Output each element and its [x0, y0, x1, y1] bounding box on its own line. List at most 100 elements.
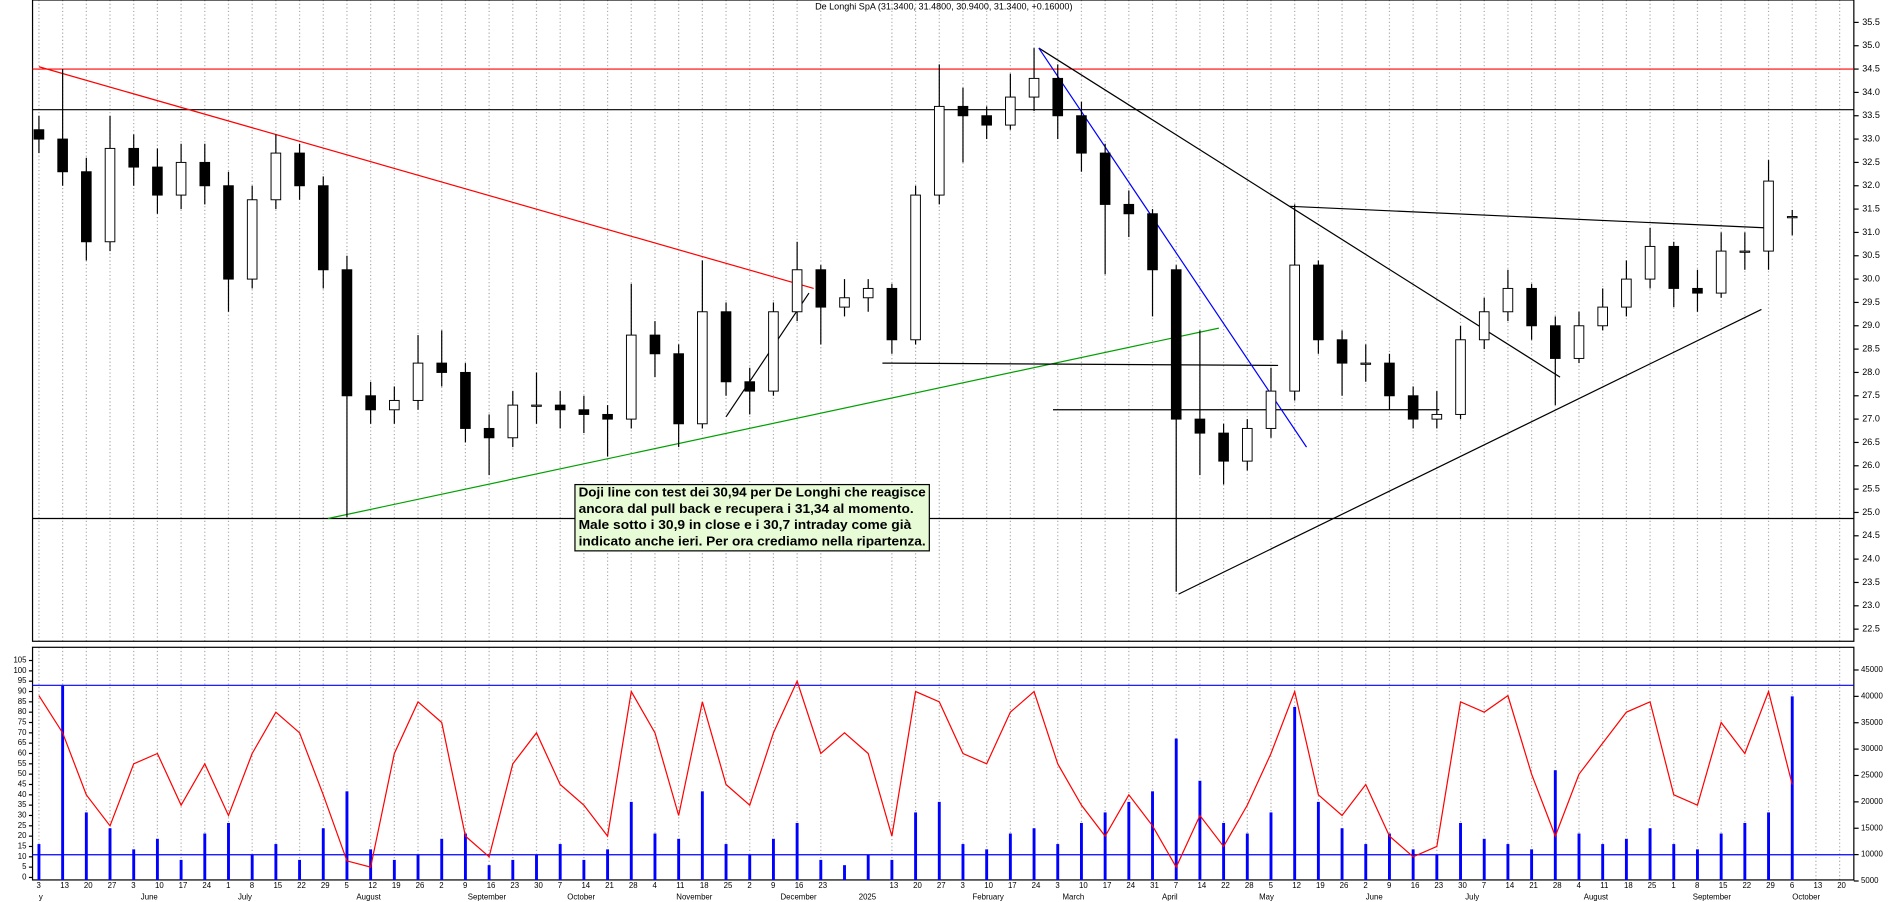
volume-bar — [606, 849, 610, 880]
volume-bar — [748, 854, 752, 880]
y-tick-label: 27.5 — [1862, 390, 1880, 400]
volume-bar — [1079, 822, 1083, 880]
x-month-label: y — [39, 892, 43, 901]
x-tick-label: 27 — [108, 881, 117, 890]
candle-body — [81, 171, 92, 243]
volume-bar — [203, 833, 207, 880]
volume-bar — [84, 812, 88, 880]
x-tick-label: 2 — [747, 881, 751, 890]
volume-bar — [250, 854, 254, 880]
y-tick-label: 70 — [18, 728, 27, 737]
x-tick-label: 25 — [1648, 881, 1657, 890]
x-tick-label: 22 — [297, 881, 306, 890]
candle-body — [1550, 325, 1561, 359]
annotation-line: Male sotto i 30,9 in close e i 30,7 intr… — [579, 517, 912, 532]
y-tick-label: 28.5 — [1862, 343, 1880, 353]
x-month-label: September — [468, 892, 507, 901]
candle-body — [1147, 213, 1158, 271]
annotation-line: indicato anche ieri. Per ora crediamo ne… — [579, 533, 926, 548]
volume-bar — [914, 812, 918, 880]
volume-bar — [1174, 738, 1178, 880]
candle-body — [1621, 278, 1632, 308]
volume-bar — [345, 791, 349, 880]
candle-body — [1099, 152, 1111, 205]
x-tick-label: 13 — [889, 881, 898, 890]
volume-bar — [440, 838, 444, 880]
y-tick-label: 100 — [13, 666, 27, 675]
volume-bar — [985, 849, 989, 880]
x-tick-label: 24 — [1126, 881, 1135, 890]
x-tick-label: 3 — [961, 881, 966, 890]
x-tick-label: 1 — [1671, 881, 1675, 890]
x-month-label: June — [141, 892, 158, 901]
candle-body — [1526, 287, 1537, 327]
x-tick-label: 20 — [84, 881, 93, 890]
volume-bar — [890, 859, 894, 880]
candle-body — [791, 269, 803, 313]
x-tick-label: 28 — [629, 881, 638, 890]
candle-body — [862, 287, 874, 299]
candle-body — [104, 147, 116, 243]
x-tick-label: 2 — [1363, 881, 1367, 890]
candle-body — [436, 362, 448, 373]
x-tick-label: 26 — [1340, 881, 1349, 890]
volume-bar — [1553, 770, 1557, 880]
volume-bar — [1032, 828, 1036, 880]
candle-body — [1763, 180, 1774, 252]
volume-bar — [1293, 706, 1297, 880]
trend-line — [1178, 308, 1762, 595]
y-tick-label: 30.5 — [1862, 250, 1880, 260]
x-month-label: August — [356, 892, 381, 901]
oscillator-line — [38, 679, 1793, 869]
x-tick-label: 20 — [913, 881, 922, 890]
x-tick-label: 24 — [202, 881, 211, 890]
candle-body — [1478, 311, 1490, 341]
candle-body — [910, 194, 921, 341]
x-tick-label: 16 — [795, 881, 804, 890]
x-month-label: February — [972, 892, 1003, 901]
x-tick-label: 13 — [1814, 881, 1823, 890]
x-tick-label: 18 — [1624, 881, 1633, 890]
y-tick-label: 33.0 — [1862, 133, 1880, 143]
price-panel-frame — [31, 0, 1855, 642]
y-tick-label: 35.0 — [1862, 40, 1880, 50]
x-tick-label: 19 — [1316, 881, 1325, 890]
y-tick-label: 27.0 — [1862, 414, 1880, 424]
y-tick-label: 85 — [18, 697, 27, 706]
y-tick-label: 31.0 — [1862, 227, 1880, 237]
candle-body — [625, 334, 637, 420]
volume-bar — [1411, 849, 1415, 880]
y-tick-label: 40 — [18, 790, 27, 799]
x-tick-label: 21 — [1529, 881, 1538, 890]
volume-bar — [321, 828, 325, 880]
candle-body — [1028, 77, 1040, 98]
x-month-label: April — [1162, 892, 1178, 901]
y-tick-label: 29.5 — [1862, 297, 1880, 307]
volume-bar — [1577, 833, 1581, 880]
x-tick-label: 4 — [653, 881, 658, 890]
y-tick-label: 26.0 — [1862, 460, 1880, 470]
x-tick-label: 21 — [605, 881, 614, 890]
x-month-label: July — [1465, 892, 1479, 901]
x-month-label: December — [781, 892, 818, 901]
y-tick-label: 32.0 — [1862, 180, 1880, 190]
volume-bar — [1743, 822, 1747, 880]
y-tick-label: 26.5 — [1862, 437, 1880, 447]
volume-bar — [132, 849, 136, 880]
candle-body — [531, 404, 542, 407]
candle-body — [578, 409, 590, 415]
annotation-box — [574, 483, 930, 552]
y2-tick-label: 10000 — [1861, 850, 1883, 859]
volume-bar — [535, 854, 538, 880]
x-tick-label: 8 — [1695, 881, 1700, 890]
y-tick-label: 35 — [18, 800, 27, 809]
x-tick-label: 23 — [818, 881, 827, 890]
candle-body — [1431, 413, 1443, 420]
x-tick-label: 14 — [1197, 881, 1206, 890]
x-month-label: October — [1792, 892, 1820, 901]
x-month-label: June — [1366, 892, 1383, 901]
volume-bar — [298, 859, 302, 880]
x-tick-label: 12 — [1292, 881, 1301, 890]
